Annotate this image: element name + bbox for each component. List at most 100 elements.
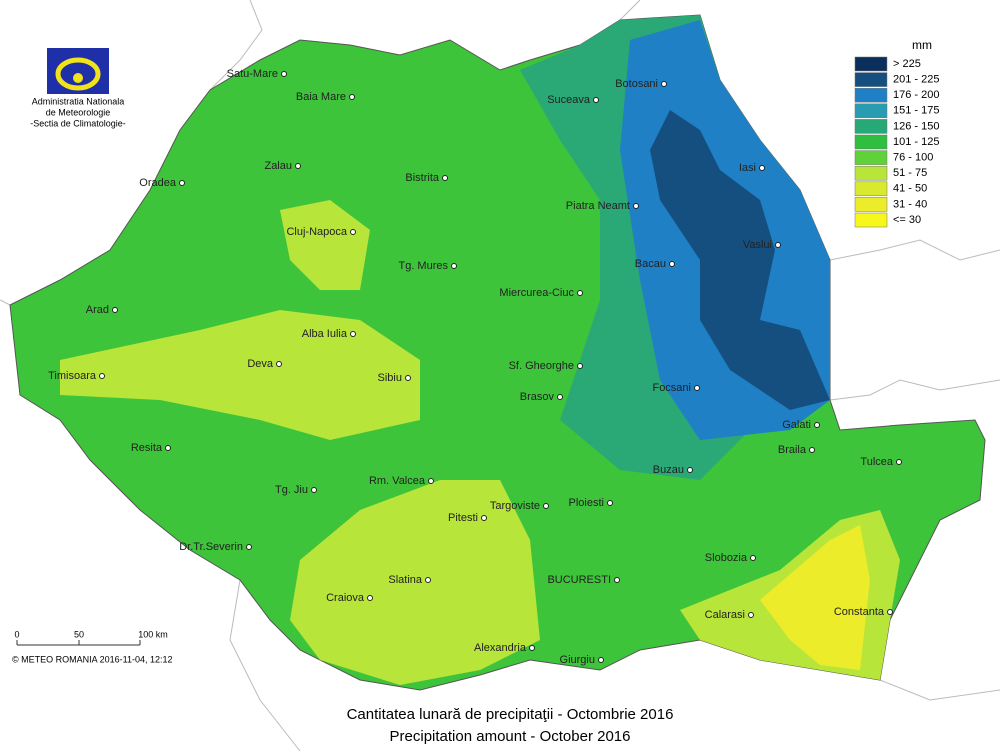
zone-driest — [760, 525, 870, 670]
city-label: Sf. Gheorghe — [509, 360, 574, 372]
city-label: Cluj-Napoca — [286, 226, 347, 238]
city-label: Resita — [131, 442, 163, 454]
logo-text: -Sectia de Climatologie- — [30, 118, 126, 128]
city-dot — [112, 307, 118, 313]
city-label: Constanta — [834, 606, 885, 618]
legend-label: 176 - 200 — [893, 89, 939, 101]
city-dot — [614, 577, 620, 583]
city-label: Rm. Valcea — [369, 475, 426, 487]
city-label: Miercurea-Ciuc — [499, 287, 574, 299]
city-dot — [750, 555, 756, 561]
city-dot — [598, 657, 604, 663]
copyright: © METEO ROMANIA 2016-11-04, 12:12 — [12, 654, 173, 664]
city-label: Bistrita — [405, 172, 440, 184]
city-label: Deva — [247, 358, 274, 370]
city-label: Satu-Mare — [227, 68, 278, 80]
city-label: Giurgiu — [560, 654, 595, 666]
scale-bar — [16, 640, 141, 646]
city-dot — [669, 261, 675, 267]
city-label: Dr.Tr.Severin — [179, 541, 243, 553]
legend-swatch — [854, 150, 888, 165]
city-dot — [694, 385, 700, 391]
city-label: Alexandria — [474, 642, 527, 654]
city-dot — [451, 263, 457, 269]
city-label: Oradea — [139, 177, 177, 189]
legend: > 225 201 - 225 176 - 200 151 - 175 126 - 15… — [854, 56, 939, 228]
legend-swatch — [854, 212, 888, 228]
city-label: Baia Mare — [296, 91, 346, 103]
city-dot — [311, 487, 317, 493]
city-dot — [367, 595, 373, 601]
city-dot — [775, 242, 781, 248]
city-label: Suceava — [547, 94, 591, 106]
city-dot — [577, 290, 583, 296]
city-label: Brasov — [520, 391, 555, 403]
city-dot — [350, 331, 356, 337]
border — [0, 299, 11, 306]
city-label: Focsani — [652, 382, 691, 394]
city-dot — [276, 361, 282, 367]
city-label: Tulcea — [860, 456, 893, 468]
legend-swatch — [854, 103, 888, 119]
legend-swatch — [854, 72, 888, 87]
city-label: Tg. Jiu — [275, 484, 308, 496]
city-label: Vaslui — [743, 239, 772, 251]
city-label: Slatina — [388, 574, 423, 586]
border — [829, 379, 1000, 401]
legend-unit: mm — [912, 38, 932, 52]
legend-label: 31 - 40 — [893, 198, 927, 210]
legend-label: 151 - 175 — [893, 105, 939, 117]
legend-label: 126 - 150 — [893, 120, 939, 132]
scale-label: 50 — [74, 629, 84, 639]
city-label: Craiova — [326, 592, 365, 604]
city-label: Zalau — [264, 160, 292, 172]
zone-dry — [60, 310, 420, 440]
city-label: Buzau — [653, 464, 684, 476]
border — [879, 679, 1000, 701]
legend-label: 41 - 50 — [893, 183, 927, 195]
city-label: Targoviste — [490, 500, 540, 512]
zone-wettest — [650, 110, 830, 410]
city-dot — [350, 229, 356, 235]
city-label: Calarasi — [705, 609, 745, 621]
city-label: Bacau — [635, 258, 666, 270]
city-dot — [428, 478, 434, 484]
border — [619, 0, 641, 21]
city-dot — [577, 363, 583, 369]
city-dot — [405, 375, 411, 381]
legend-swatch — [854, 197, 888, 212]
subtitle: Precipitation amount - October 2016 — [390, 728, 631, 745]
city-label: Braila — [778, 444, 807, 456]
city-dot — [281, 71, 287, 77]
city-dot — [633, 203, 639, 209]
city-dot — [748, 612, 754, 618]
cities: Satu-Mare Baia Mare Botosani Suceava Zalau Bi… — [48, 68, 902, 666]
border — [229, 579, 301, 751]
city-dot — [593, 97, 599, 103]
logo: Administratia Nationala de Meteorologie … — [30, 48, 126, 128]
logo-text: de Meteorologie — [46, 107, 111, 117]
city-dot — [529, 645, 535, 651]
city-dot — [425, 577, 431, 583]
city-label: Ploiesti — [569, 497, 604, 509]
scale-label: 0 — [14, 629, 19, 639]
city-dot — [349, 94, 355, 100]
city-dot — [814, 422, 820, 428]
zone-dry-south — [290, 480, 540, 685]
logo-ring — [55, 57, 101, 91]
city-dot — [759, 165, 765, 171]
city-dot — [165, 445, 171, 451]
city-dot — [295, 163, 301, 169]
city-dot — [809, 447, 815, 453]
legend-label: <= 30 — [893, 214, 921, 226]
city-label: Piatra Neamt — [566, 200, 630, 212]
city-dot — [607, 500, 613, 506]
legend-swatch — [854, 119, 888, 134]
legend-label: 101 - 125 — [893, 136, 939, 148]
city-dot — [896, 459, 902, 465]
city-dot — [246, 544, 252, 550]
city-dot — [687, 467, 693, 473]
city-label: Sibiu — [378, 372, 402, 384]
